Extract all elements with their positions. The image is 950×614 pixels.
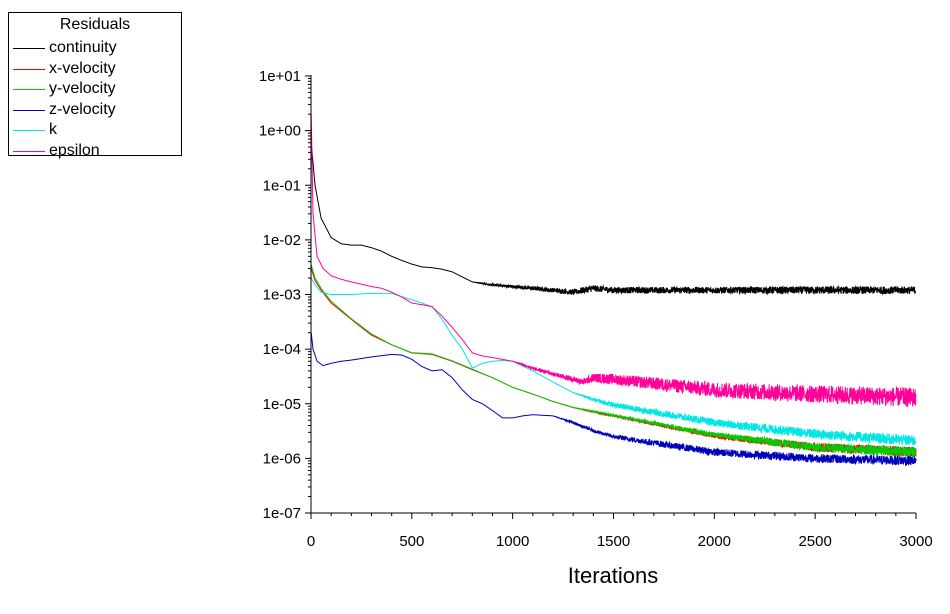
y-tick-label: 1e-07 (263, 505, 301, 522)
y-tick-label: 1e-01 (263, 177, 301, 194)
legend-title: Residuals (59, 16, 131, 33)
legend-swatch (13, 68, 45, 70)
x-tick-label: 3000 (899, 533, 932, 550)
legend-label: z-velocity (49, 100, 116, 118)
legend-item-y-velocity: y-velocity (13, 79, 179, 99)
legend-swatch (13, 89, 45, 90)
legend-swatch (13, 150, 45, 152)
legend-item-x-velocity: x-velocity (13, 59, 179, 79)
x-tick-label: 1500 (597, 533, 630, 550)
x-tick-label: 500 (399, 533, 424, 550)
legend-label: y-velocity (49, 80, 116, 97)
y-tick-label: 1e+01 (259, 68, 301, 85)
legend-label: x-velocity (49, 59, 116, 77)
legend-swatch (13, 130, 45, 131)
y-tick-label: 1e-06 (263, 450, 301, 467)
legend-item-z-velocity: z-velocity (13, 100, 179, 120)
legend-item-continuity: continuity (13, 38, 179, 58)
series-layer (310, 114, 917, 467)
series-line-k (310, 277, 917, 446)
legend: Residuals continuity x-velocity y-velocity… (8, 12, 182, 159)
y-tick-label: 1e+00 (259, 123, 301, 140)
y-tick-label: 1e-02 (263, 232, 301, 249)
legend-label: continuity (49, 39, 117, 56)
series-line-epsilon (310, 114, 917, 408)
ticks-layer: 1e+01 1e+00 1e-01 1e-02 1e-03 1e-04 1e-05 1e-06… (259, 68, 933, 550)
series-line-y-velocity (310, 264, 917, 458)
legend-item-epsilon: epsilon (13, 141, 179, 161)
x-tick-label: 2500 (798, 533, 831, 550)
legend-label: k (49, 121, 57, 138)
series-line-z-velocity (310, 332, 917, 467)
y-tick-label: 1e-04 (263, 341, 301, 358)
legend-swatch (13, 109, 45, 111)
legend-label: epsilon (49, 141, 100, 159)
x-tick-label: 1000 (496, 533, 529, 550)
x-tick-label: 2000 (698, 533, 731, 550)
legend-item-k: k (13, 120, 179, 140)
series-line-continuity (310, 142, 917, 296)
x-tick-label: 0 (307, 533, 315, 550)
legend-swatch (13, 48, 45, 49)
y-tick-label: 1e-05 (263, 396, 301, 413)
y-tick-label: 1e-03 (263, 287, 301, 304)
x-axis-title: Iterations (568, 563, 659, 588)
